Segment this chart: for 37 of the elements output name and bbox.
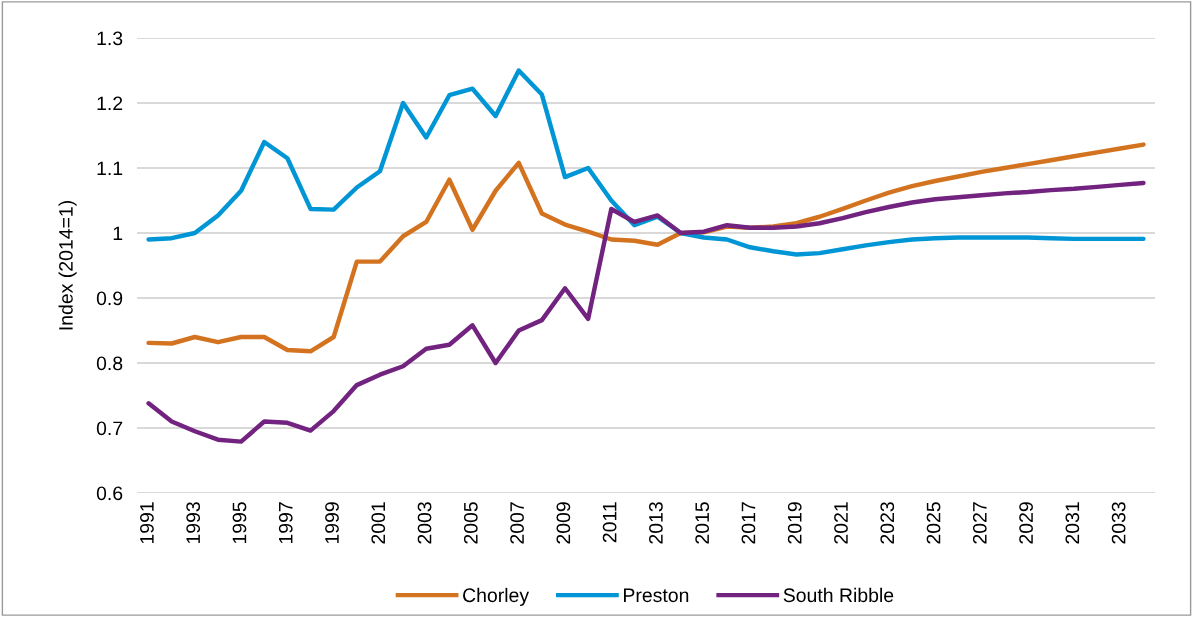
line-series: [146, 142, 1146, 354]
x-tick-label: 2003: [417, 502, 432, 544]
x-tick-label: 2013: [649, 502, 663, 544]
x-tick-label: 2023: [880, 502, 895, 544]
x-tick-label: 2027: [972, 502, 987, 544]
y-tick-label: 1.1: [97, 161, 123, 176]
x-tick-label: 1993: [186, 502, 201, 544]
y-tick-label: 1: [113, 226, 123, 241]
x-tick-label: 2011: [602, 502, 617, 543]
x-tick-label: 2019: [787, 502, 802, 544]
line-series: [146, 68, 1146, 257]
x-tick-label: 2001: [371, 502, 386, 544]
y-tick-label: 0.6: [96, 486, 123, 501]
x-tick-label: 2031: [1065, 502, 1080, 544]
y-tick-label: 1.2: [97, 96, 123, 111]
line-series: [146, 180, 1146, 444]
y-tick-label: 0.8: [96, 356, 123, 371]
legend-label: Chorley: [463, 587, 530, 606]
x-tick-label: 2007: [510, 502, 524, 544]
x-tick-label: 2009: [556, 502, 571, 544]
y-tick-label: 0.7: [96, 421, 123, 436]
x-tick-label: 2033: [1111, 502, 1126, 544]
legend-label: Preston: [624, 588, 689, 603]
x-tick-label: 1991: [140, 502, 154, 544]
x-tick-label: 2025: [926, 502, 941, 544]
x-tick-label: 2015: [695, 502, 710, 544]
x-tick-label: 2029: [1019, 502, 1033, 544]
x-tick-label: 1999: [325, 502, 339, 544]
x-tick-label: 1995: [232, 502, 247, 544]
y-tick-label: 0.9: [96, 291, 123, 306]
y-tick-label: 1.3: [97, 31, 123, 46]
y-axis-title: Index (2014=1): [58, 201, 77, 330]
x-tick-label: 2005: [463, 502, 478, 544]
legend-label: South Ribble: [783, 587, 894, 603]
x-tick-label: 1997: [278, 502, 293, 544]
x-tick-label: 2021: [834, 502, 848, 544]
x-tick-label: 2017: [741, 502, 756, 544]
